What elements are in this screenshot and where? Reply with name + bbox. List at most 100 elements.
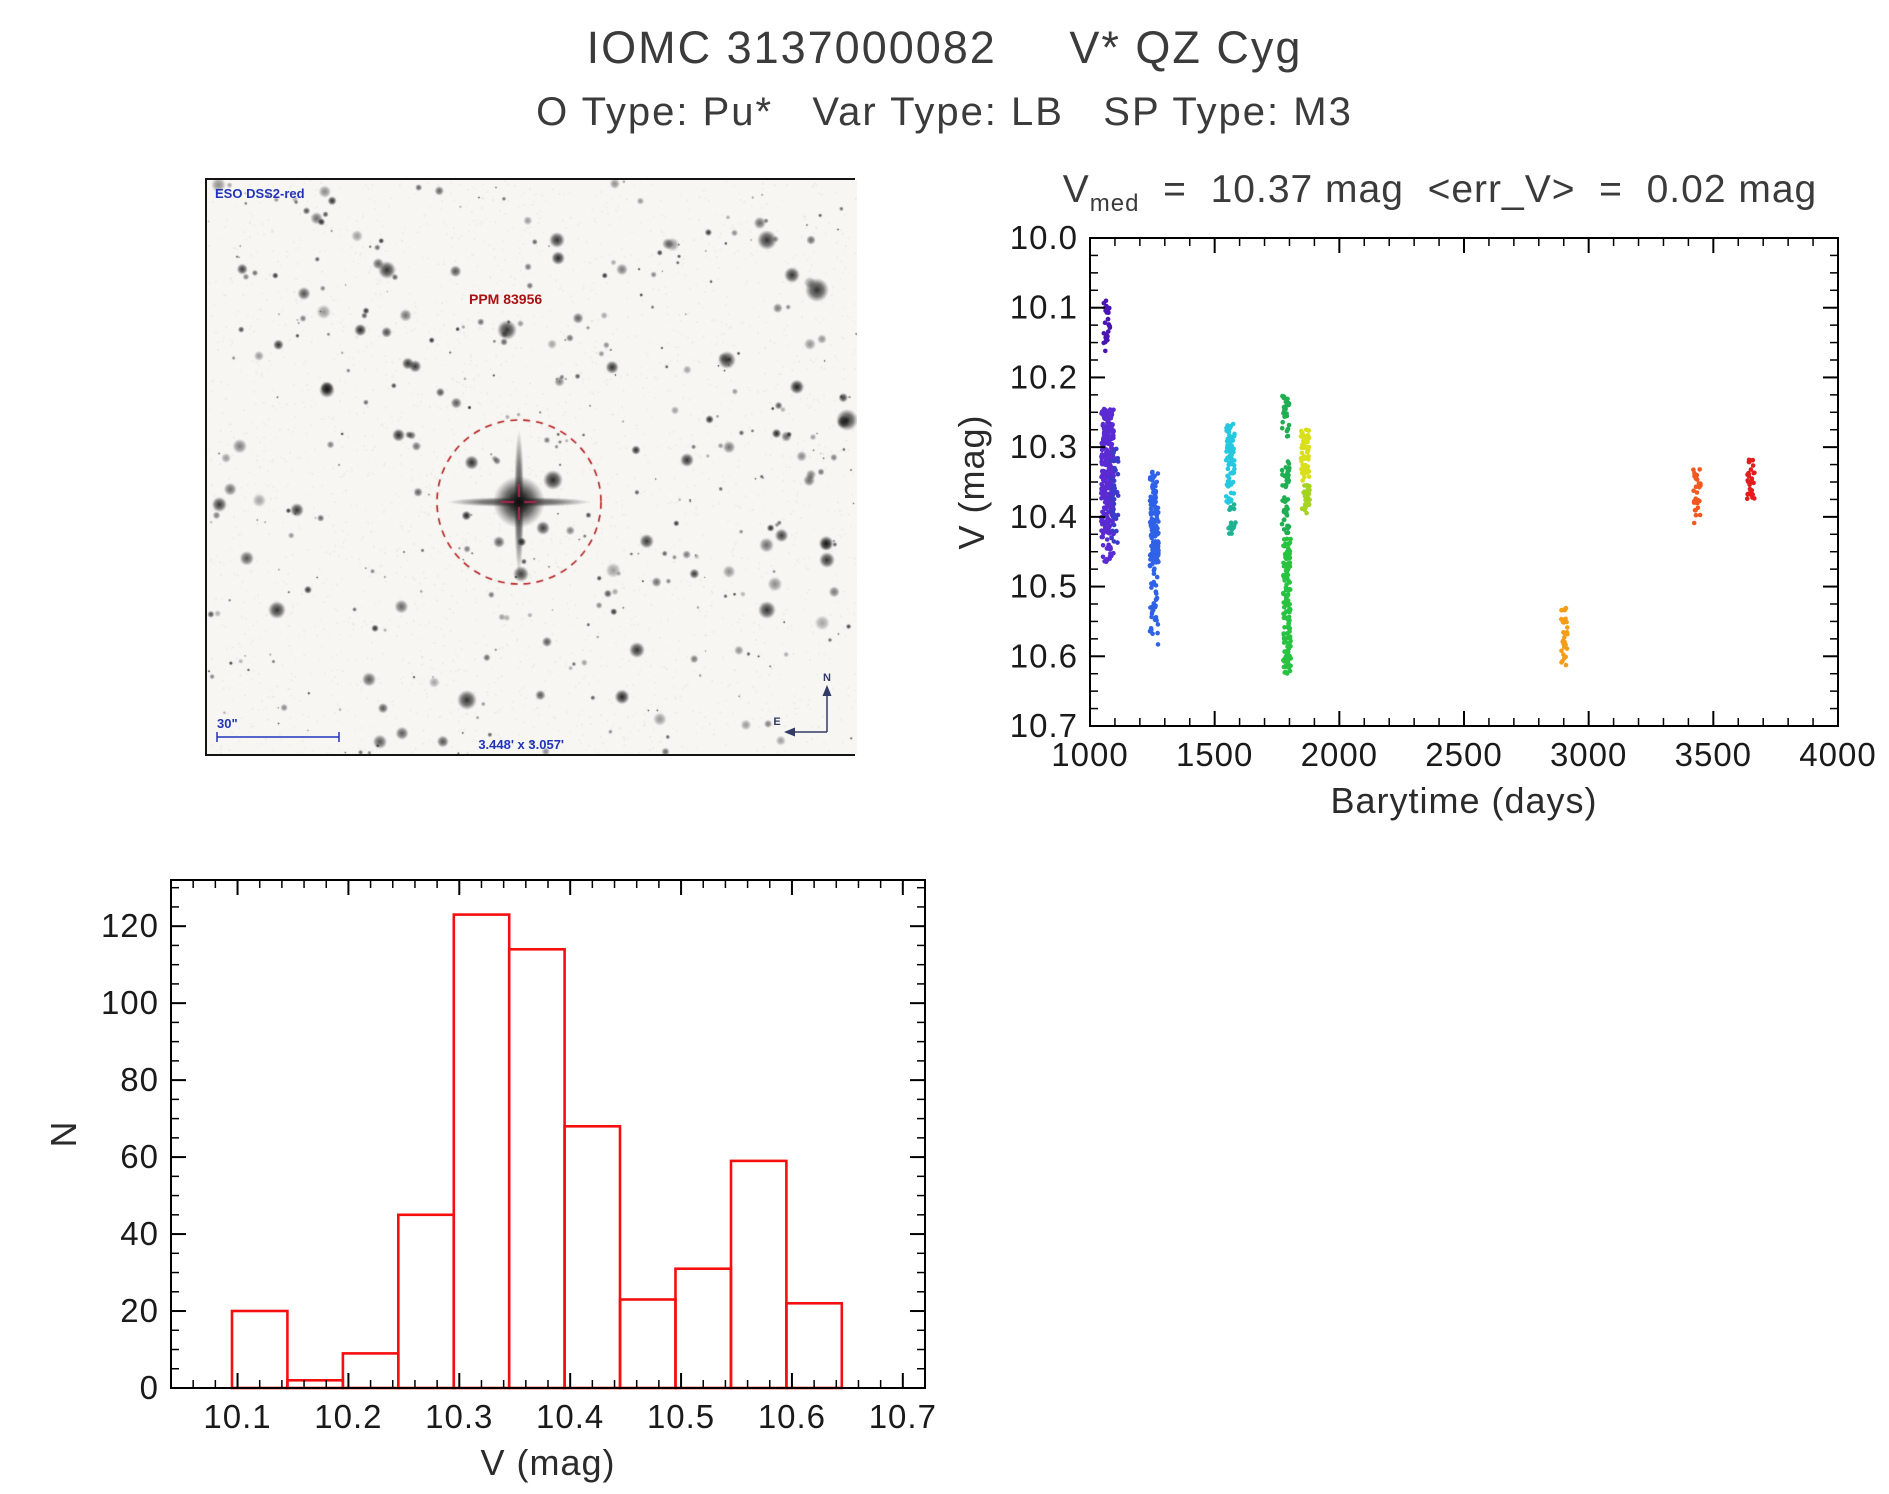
data-point	[1282, 408, 1287, 413]
data-point	[1286, 479, 1291, 485]
data-point	[1694, 490, 1700, 495]
data-point	[1285, 572, 1291, 578]
data-point	[1107, 470, 1113, 475]
data-point	[1150, 555, 1155, 560]
data-point	[1302, 474, 1307, 480]
data-point	[1110, 528, 1115, 534]
data-point	[1283, 498, 1288, 504]
data-point	[1103, 298, 1109, 304]
x-tick-label: 1500	[1176, 736, 1253, 773]
data-point	[1285, 396, 1290, 402]
data-point	[1286, 620, 1292, 626]
x-tick-label: 3000	[1550, 736, 1627, 773]
data-point	[1154, 596, 1159, 601]
data-point	[1103, 335, 1108, 340]
data-point	[1750, 463, 1756, 468]
data-point	[1298, 434, 1304, 439]
data-point	[1286, 588, 1291, 593]
data-point	[1286, 422, 1292, 428]
data-point	[1286, 626, 1292, 632]
data-point	[1148, 506, 1154, 512]
data-point	[1692, 470, 1697, 476]
data-point	[1287, 607, 1292, 612]
y-tick-label: 60	[120, 1138, 159, 1175]
data-point	[1285, 427, 1290, 433]
x-tick-label: 2500	[1425, 736, 1502, 773]
data-point	[1101, 331, 1107, 336]
data-point	[1693, 476, 1699, 481]
data-point	[1104, 537, 1110, 542]
data-point	[1225, 446, 1230, 451]
scatter-yaxis-label: V (mag)	[951, 414, 992, 550]
data-point	[1110, 487, 1115, 493]
data-point	[1225, 423, 1230, 428]
data-point	[1230, 421, 1236, 427]
finding-chart: ESO DSS2-red PPM 83956 30" 3.448' x 3.05…	[205, 178, 857, 756]
data-point	[1232, 458, 1237, 463]
hist-bar	[729, 1159, 788, 1390]
data-point	[1693, 508, 1698, 513]
data-point	[1152, 522, 1157, 527]
data-point	[1151, 579, 1157, 585]
data-point	[1153, 489, 1159, 495]
data-point	[1282, 495, 1287, 500]
data-point	[1103, 348, 1108, 354]
vmed-subscript: med	[1089, 189, 1140, 217]
data-point	[1559, 660, 1564, 665]
data-point	[1150, 469, 1155, 475]
data-point	[1749, 476, 1755, 481]
data-point	[1106, 525, 1112, 531]
data-point	[1284, 593, 1290, 599]
data-point	[1747, 486, 1753, 492]
y-tick-label: 20	[120, 1292, 159, 1329]
hist-bar	[396, 1213, 455, 1390]
data-point	[1696, 485, 1702, 490]
data-point	[1283, 663, 1288, 669]
data-point	[1102, 320, 1108, 325]
data-point	[1104, 447, 1109, 453]
data-point	[1113, 468, 1118, 473]
data-point	[1150, 500, 1155, 506]
hist-bar	[563, 1124, 622, 1390]
data-point	[1100, 554, 1106, 560]
data-point	[1281, 615, 1287, 621]
data-point	[1287, 540, 1293, 546]
data-point	[1109, 535, 1114, 541]
data-point	[1233, 520, 1238, 525]
data-point	[1152, 473, 1157, 479]
data-point	[1108, 414, 1114, 420]
y-tick-label: 10.4	[1010, 498, 1078, 535]
data-point	[1232, 466, 1237, 472]
data-point	[1108, 442, 1113, 447]
data-point	[1745, 479, 1751, 484]
lightcurve-scatter-chart: 1000 1500 2000 2500 3000 3500 4000 10.0 10.1 10.2…	[1010, 225, 1876, 773]
data-point	[1105, 316, 1111, 322]
data-point	[1152, 518, 1157, 523]
data-point	[1111, 407, 1116, 413]
x-tick-label: 1000	[1051, 736, 1128, 773]
hist-bar	[674, 1267, 733, 1390]
data-point	[1564, 619, 1569, 625]
data-point	[1691, 488, 1696, 494]
data-point	[1100, 519, 1105, 525]
data-point	[1223, 457, 1229, 463]
data-point	[1155, 544, 1160, 549]
compass-east-label: E	[773, 716, 780, 728]
data-point	[1149, 495, 1155, 501]
data-point	[1100, 421, 1106, 427]
data-point	[1104, 557, 1109, 562]
data-point	[1281, 527, 1287, 532]
scatter-points	[1099, 298, 1757, 676]
data-point	[1156, 552, 1161, 558]
data-point	[1223, 494, 1229, 499]
compass-icon: N E	[773, 672, 832, 737]
data-point	[1109, 454, 1115, 460]
data-point	[1104, 457, 1110, 462]
y-tick-label: 10.2	[1010, 358, 1078, 395]
data-point	[1155, 532, 1160, 537]
data-point	[1561, 630, 1566, 635]
hist-bars	[230, 913, 844, 1390]
data-point	[1230, 479, 1236, 485]
hist-bar	[507, 948, 566, 1390]
x-tick-label: 10.4	[536, 1398, 604, 1435]
